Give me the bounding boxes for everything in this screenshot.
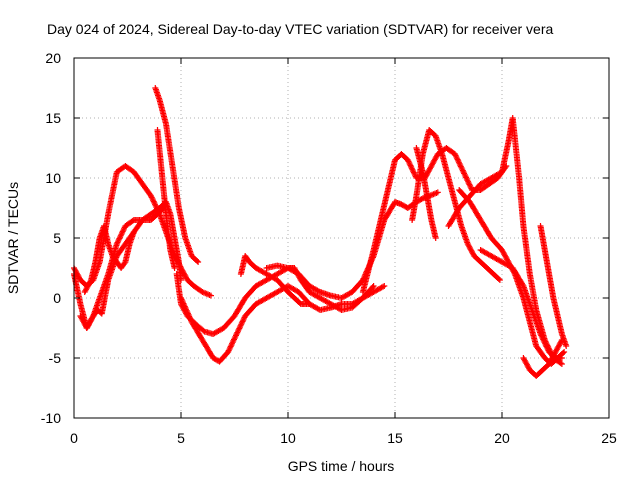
data-point <box>130 229 137 235</box>
series-track-e <box>152 85 202 265</box>
x-tick-label: 25 <box>601 430 617 446</box>
series-track-r <box>537 223 570 349</box>
series-track-n <box>445 115 565 367</box>
data-point <box>194 258 201 264</box>
x-tick-label: 5 <box>177 430 185 446</box>
data-point <box>306 301 313 307</box>
series-track-q <box>520 337 565 379</box>
x-tick-label: 15 <box>387 430 403 446</box>
series-track-k <box>359 145 510 295</box>
y-tick-label: -5 <box>49 350 62 366</box>
x-tick-labels: 0 5 10 15 20 25 <box>70 430 617 446</box>
data-point <box>119 228 126 235</box>
x-tick-label: 10 <box>280 430 296 446</box>
data-point <box>558 361 565 367</box>
y-tick-label: 15 <box>45 110 61 126</box>
y-axis-label: SDTVAR / TECUs <box>5 182 21 294</box>
data-point <box>496 277 503 283</box>
data-series <box>71 85 570 379</box>
y-tick-label: 0 <box>53 290 61 306</box>
data-point <box>520 355 527 361</box>
y-tick-labels: -10 -5 0 5 10 15 20 <box>41 50 61 426</box>
data-point <box>495 276 502 282</box>
data-point <box>466 181 473 188</box>
data-point <box>434 189 441 196</box>
series-track-f <box>154 127 178 271</box>
axis-ticks <box>73 57 610 419</box>
data-point <box>87 278 94 285</box>
data-point <box>557 360 564 367</box>
series-track-l <box>409 127 503 283</box>
y-tick-label: 10 <box>45 170 61 186</box>
series-track-d <box>81 223 137 295</box>
y-tick-label: -10 <box>41 410 61 426</box>
data-point <box>195 259 202 265</box>
data-point <box>561 349 568 355</box>
x-axis-label: GPS time / hours <box>288 458 395 474</box>
series-track-i <box>237 253 313 307</box>
chart-title: Day 024 of 2024, Sidereal Day-to-day VTE… <box>47 21 553 37</box>
data-point <box>519 281 526 288</box>
data-point <box>453 155 460 162</box>
data-point <box>543 343 550 350</box>
y-tick-label: 5 <box>53 230 61 246</box>
data-point <box>539 335 546 342</box>
y-tick-label: 20 <box>45 50 61 66</box>
data-point <box>208 292 214 299</box>
data-point <box>150 197 156 204</box>
series-track-p <box>477 247 565 361</box>
grid-lines <box>74 58 609 418</box>
data-point <box>406 161 413 168</box>
data-point <box>524 363 531 369</box>
data-point <box>548 357 555 363</box>
data-point <box>370 283 377 289</box>
data-point <box>563 343 570 349</box>
data-point <box>381 283 388 289</box>
x-tick-label: 0 <box>70 430 78 446</box>
series-track-h <box>178 283 388 365</box>
data-point <box>369 284 376 291</box>
data-point <box>558 355 565 361</box>
series-track-m <box>413 145 439 241</box>
data-point <box>171 265 178 271</box>
data-point <box>432 235 439 241</box>
data-point <box>231 336 237 343</box>
data-point <box>550 353 557 359</box>
data-point <box>235 326 242 333</box>
data-point <box>560 350 566 356</box>
data-point <box>380 283 386 290</box>
x-tick-label: 20 <box>494 430 510 446</box>
data-point <box>121 260 128 267</box>
